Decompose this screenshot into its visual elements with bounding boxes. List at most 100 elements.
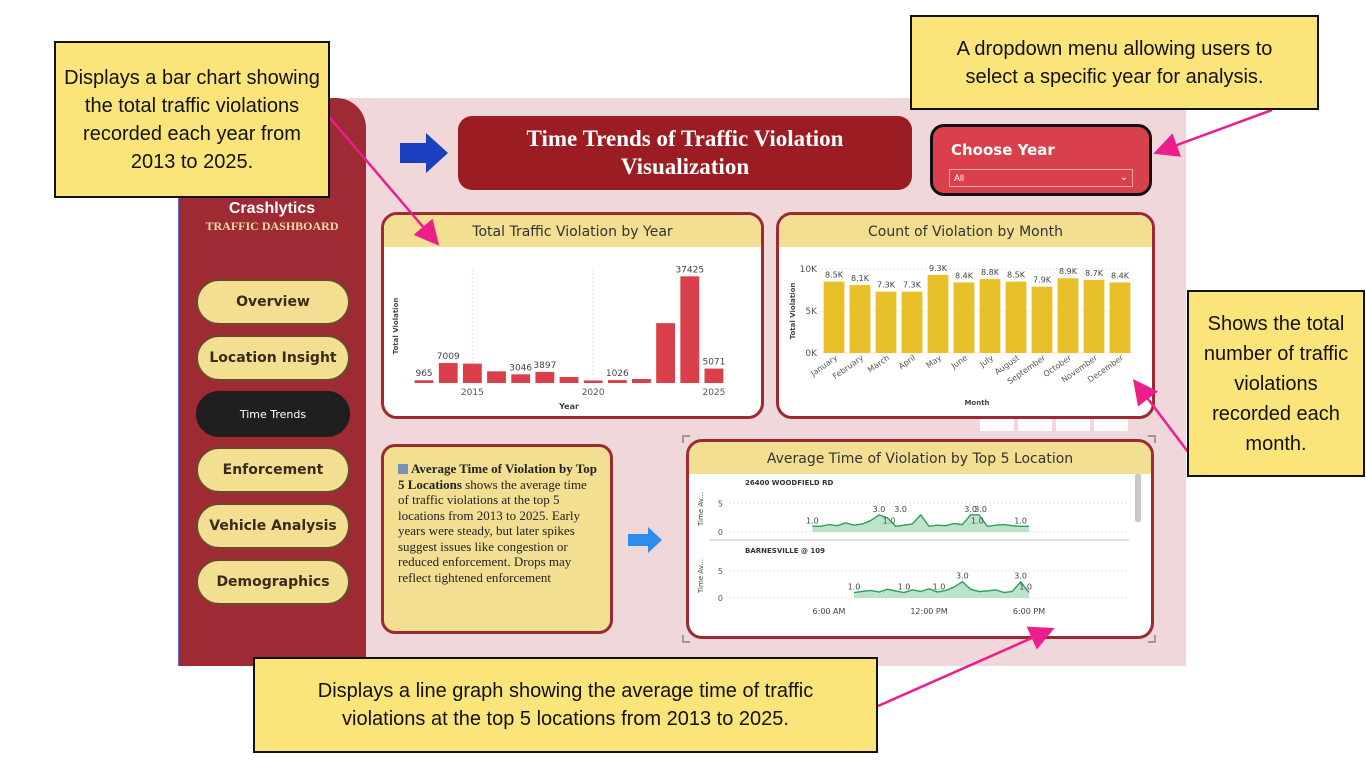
x-axis-label: Year bbox=[558, 402, 579, 411]
insight-note-text: shows the average time of traffic violat… bbox=[398, 476, 587, 585]
data-label: 3.0 bbox=[974, 505, 987, 514]
data-label: 1.0 bbox=[1014, 516, 1027, 525]
selection-handle[interactable] bbox=[1148, 635, 1156, 643]
callout-bar-chart: Displays a bar chart showing the total t… bbox=[54, 41, 330, 198]
selection-handle[interactable] bbox=[682, 435, 690, 443]
x-tick-label: 6:00 PM bbox=[1013, 607, 1045, 616]
line-chart-title: Average Time of Violation by Top 5 Locat… bbox=[689, 442, 1151, 474]
series-area bbox=[854, 581, 1029, 598]
year-filter: Choose Year All ⌄ bbox=[930, 124, 1152, 196]
x-tick-label: 2025 bbox=[702, 388, 725, 398]
data-label: 3897 bbox=[533, 361, 556, 371]
bar bbox=[583, 380, 603, 383]
bar bbox=[511, 374, 531, 383]
arrow-line bbox=[1132, 379, 1189, 453]
year-dropdown-value: All bbox=[954, 173, 965, 183]
x-tick-label: 2015 bbox=[461, 388, 484, 398]
nav-overview[interactable]: Overview bbox=[196, 279, 350, 325]
bar bbox=[1109, 282, 1131, 353]
data-label: 3.0 bbox=[894, 505, 907, 514]
bar bbox=[1031, 286, 1053, 353]
data-label: 3.0 bbox=[1014, 572, 1027, 581]
year-dropdown[interactable]: All ⌄ bbox=[949, 169, 1133, 187]
bar bbox=[559, 377, 579, 383]
series-area bbox=[812, 514, 1029, 532]
y-axis-label: Time Av... bbox=[697, 559, 705, 594]
page-title: Time Trends of Traffic Violation Visuali… bbox=[458, 116, 912, 190]
bar bbox=[823, 281, 845, 353]
bar bbox=[632, 379, 651, 383]
data-label: 3.0 bbox=[873, 505, 886, 514]
x-tick-label: 2020 bbox=[582, 388, 605, 398]
line-chart: 26400 WOODFIELD RD 0 5 Time Av... 1.0 3.0 1.0 3… bbox=[697, 474, 1141, 616]
selection-handle[interactable] bbox=[1148, 435, 1156, 443]
x-tick-label: 12:00 PM bbox=[910, 607, 947, 616]
year-chart-card: Total Traffic Violation by Year 965 7009 3… bbox=[381, 212, 764, 419]
panel-title: BARNESVILLE @ 109 bbox=[745, 547, 825, 555]
data-label: 1026 bbox=[606, 369, 629, 379]
bar bbox=[927, 274, 949, 353]
callout-bar-chart-text: Displays a bar chart showing the total t… bbox=[64, 66, 320, 173]
arrow-line bbox=[329, 117, 440, 246]
nav-time-trends[interactable]: Time Trends bbox=[196, 391, 350, 437]
selection-handle[interactable] bbox=[682, 635, 690, 643]
y-axis-label: Time Av... bbox=[697, 492, 705, 527]
bar bbox=[414, 380, 434, 383]
bar bbox=[607, 380, 627, 383]
callout-dropdown: A dropdown menu allowing users to select… bbox=[910, 15, 1319, 110]
bar bbox=[656, 323, 676, 383]
data-label: 1.0 bbox=[1019, 583, 1032, 592]
toolbar-slot bbox=[980, 419, 1014, 431]
nav-enforcement[interactable]: Enforcement bbox=[196, 447, 350, 493]
data-label: 8.4K bbox=[955, 271, 974, 280]
data-label: 1.0 bbox=[848, 583, 861, 592]
data-label: 7.3K bbox=[877, 281, 896, 290]
y-tick-label: 0 bbox=[718, 528, 723, 537]
data-label: 1.0 bbox=[971, 516, 984, 525]
bar bbox=[953, 282, 975, 353]
data-label: 8.4K bbox=[1111, 271, 1130, 280]
data-label: 1.0 bbox=[883, 516, 896, 525]
bar bbox=[1083, 279, 1105, 353]
arrow-right-icon bbox=[628, 527, 662, 553]
y-tick-label: 0K bbox=[805, 349, 818, 359]
line-chart-card: Average Time of Violation by Top 5 Locat… bbox=[686, 439, 1154, 639]
data-label: 3.0 bbox=[964, 505, 977, 514]
y-tick-label: 0 bbox=[718, 594, 723, 603]
series-line bbox=[812, 513, 1029, 528]
scrollbar bbox=[1135, 474, 1141, 522]
month-chart-title: Count of Violation by Month bbox=[779, 215, 1152, 247]
bar bbox=[1057, 278, 1079, 353]
bar bbox=[462, 363, 482, 383]
bar bbox=[979, 279, 1001, 353]
y-axis-label: Total Violation bbox=[789, 283, 797, 340]
data-label: 7.9K bbox=[1033, 276, 1052, 285]
insight-note-bold: Average Time of Violation by Top 5 Locat… bbox=[398, 461, 597, 492]
data-label: 965 bbox=[415, 369, 432, 379]
bar bbox=[535, 371, 555, 383]
year-filter-label: Choose Year bbox=[951, 141, 1055, 159]
page-title-line1: Time Trends of Traffic Violation bbox=[526, 126, 844, 151]
bar bbox=[1005, 281, 1027, 353]
data-label: 7.3K bbox=[903, 281, 922, 290]
y-tick-label: 5K bbox=[805, 307, 818, 317]
data-label: 3.0 bbox=[956, 572, 969, 581]
data-label: 8.5K bbox=[825, 271, 844, 280]
nav-vehicle-analysis[interactable]: Vehicle Analysis bbox=[196, 503, 350, 549]
data-label: 1.0 bbox=[933, 583, 946, 592]
brand-name: Crashlytics bbox=[228, 200, 316, 217]
x-axis-label: Month bbox=[964, 399, 989, 407]
data-label: 8.1K bbox=[851, 274, 870, 283]
bar bbox=[704, 368, 724, 383]
nav-demographics[interactable]: Demographics bbox=[196, 559, 350, 605]
nav-location-insight[interactable]: Location Insight bbox=[196, 335, 350, 381]
data-label: 1.0 bbox=[898, 583, 911, 592]
arrow-line bbox=[877, 626, 1055, 708]
insight-note: Average Time of Violation by Top 5 Locat… bbox=[381, 444, 613, 634]
data-label: 1.0 bbox=[806, 516, 819, 525]
y-axis-label: Total Violation bbox=[392, 298, 400, 355]
bar bbox=[875, 291, 897, 353]
year-bar-chart: 965 7009 3046 3897 1026 37425 5071 2015 2020 2025… bbox=[392, 265, 725, 411]
panel-title: 26400 WOODFIELD RD bbox=[745, 479, 833, 487]
